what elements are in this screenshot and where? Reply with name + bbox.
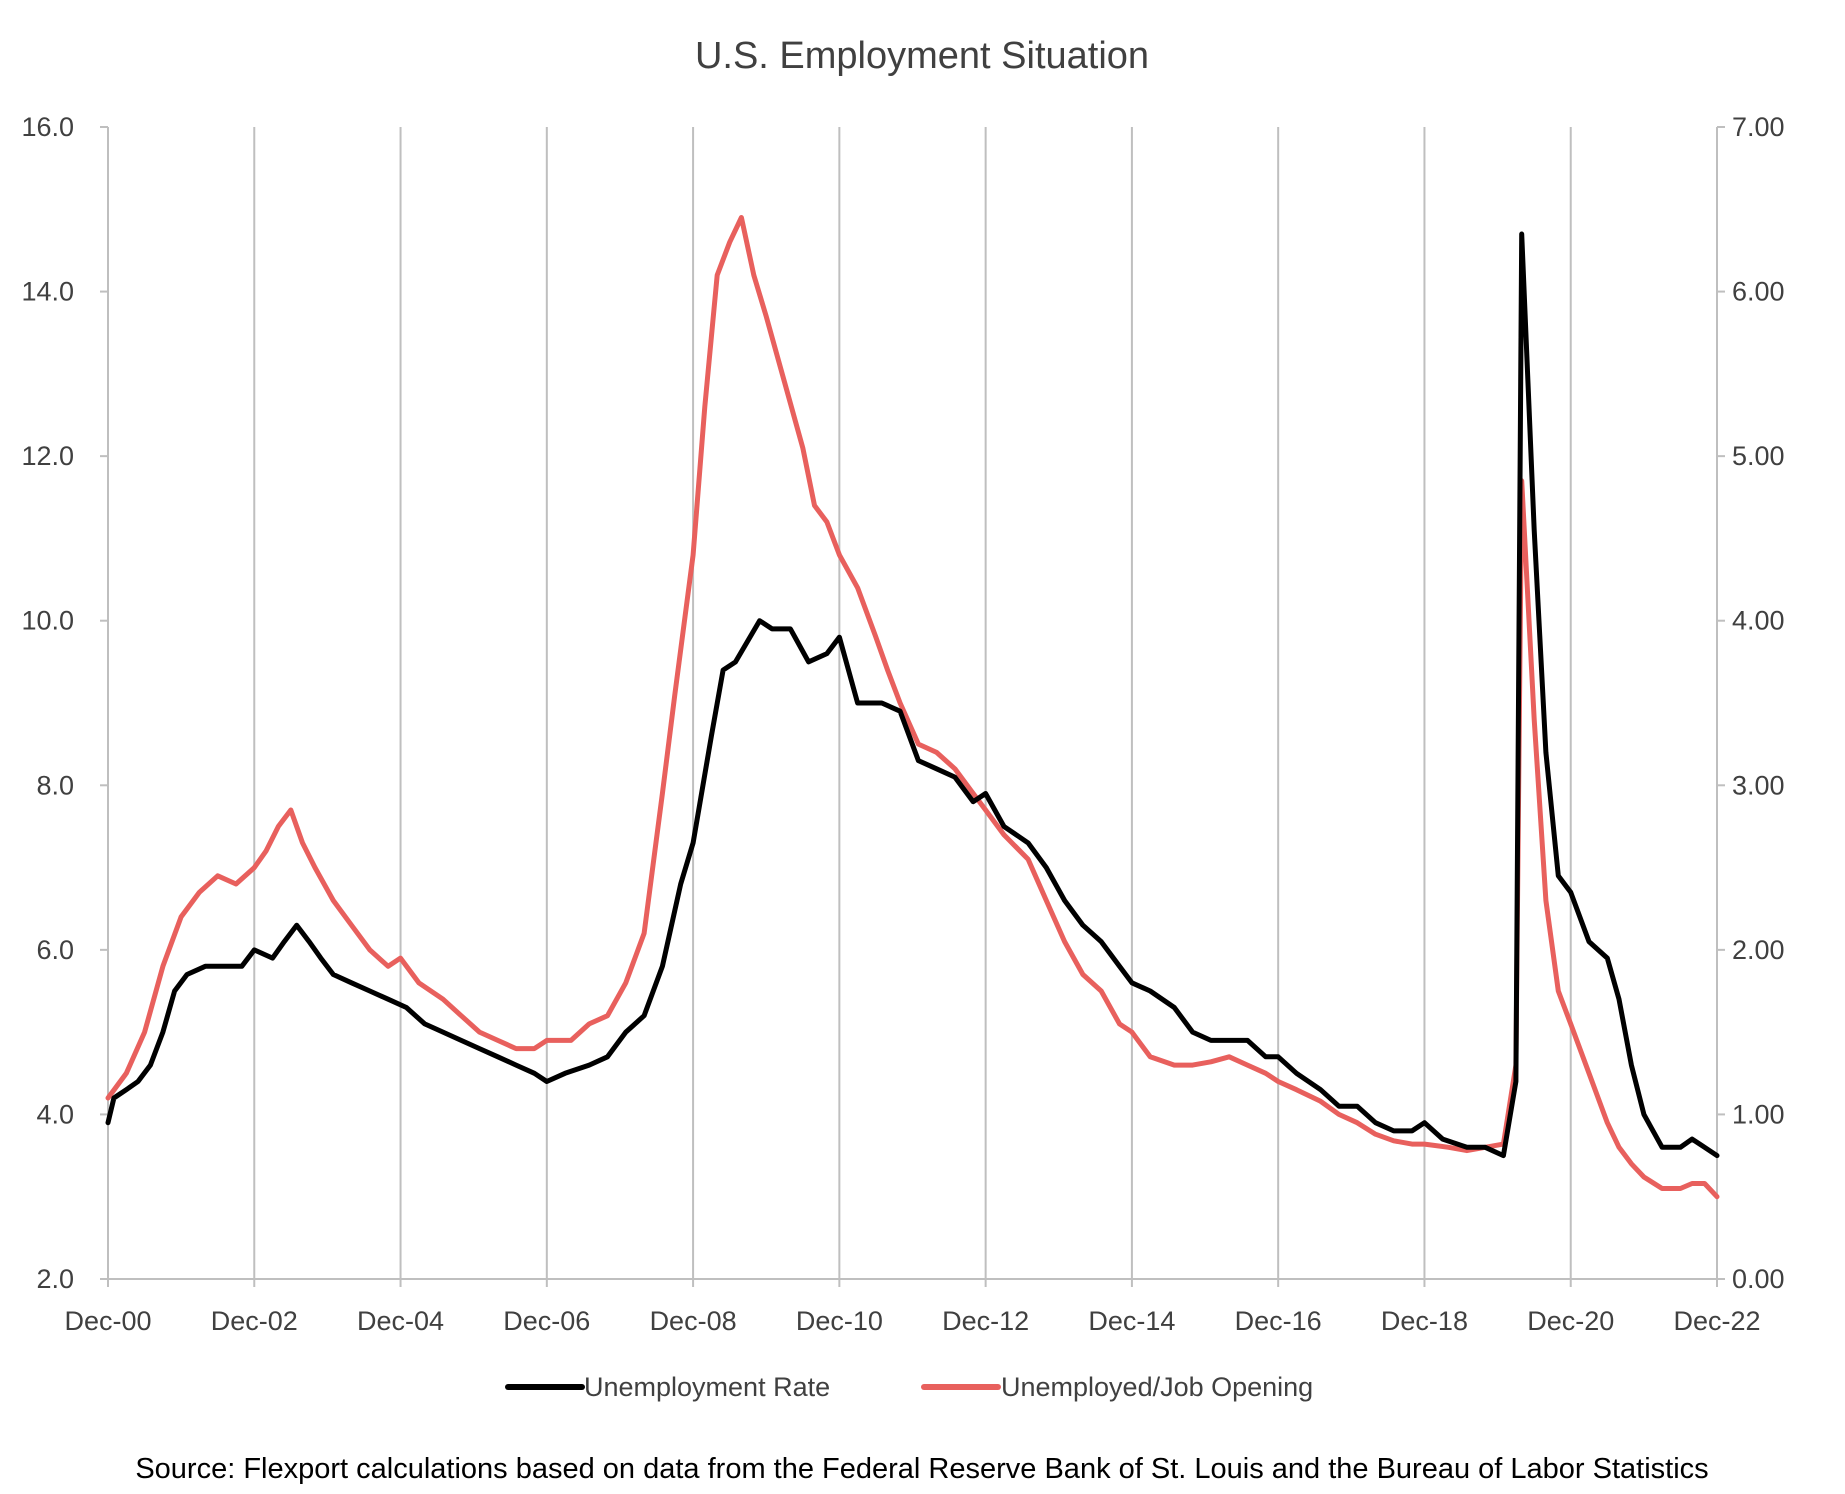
x-tick-label-1: Dec-02 [211,1306,298,1336]
x-tick-label-5: Dec-10 [796,1306,883,1336]
x-tick-label-2: Dec-04 [357,1306,444,1336]
legend-item-unemployed-job-opening: Unemployed/Job Opening [921,1372,1313,1402]
x-tick-label-0: Dec-00 [64,1306,151,1336]
right-tick-label-3: 3.00 [1732,770,1785,800]
x-tick-label-6: Dec-12 [942,1306,1029,1336]
right-y-axis: 0.00 1.00 2.00 3.00 4.00 5.00 6.00 7.00 [1717,112,1785,1294]
left-tick-label-7: 16.0 [21,112,74,142]
legend-label-unemployed-job-opening: Unemployed/Job Opening [1001,1372,1313,1402]
x-tick-label-8: Dec-16 [1235,1306,1322,1336]
right-tick-label-0: 0.00 [1732,1264,1785,1294]
right-tick-label-6: 6.00 [1732,277,1785,307]
right-tick-label-7: 7.00 [1732,112,1785,142]
left-tick-label-2: 6.0 [36,935,74,965]
legend: Unemployment Rate Unemployed/Job Opening [505,1372,1313,1402]
left-y-axis: 2.0 4.0 6.0 8.0 10.0 12.0 14.0 16.0 [21,112,108,1294]
right-tick-label-5: 5.00 [1732,441,1785,471]
legend-item-unemployment-rate: Unemployment Rate [505,1372,830,1402]
legend-label-unemployment-rate: Unemployment Rate [584,1372,830,1402]
series-line-unemployment-rate [105,231,1720,1159]
x-tick-label-7: Dec-14 [1088,1306,1175,1336]
gridlines [253,127,1572,1279]
series-layer [105,215,1720,1200]
series-line-unemployed-job-opening [105,215,1720,1200]
left-tick-label-4: 10.0 [21,606,74,636]
left-tick-label-0: 2.0 [36,1264,74,1294]
x-tick-label-9: Dec-18 [1381,1306,1468,1336]
x-tick-label-10: Dec-20 [1527,1306,1614,1336]
left-tick-label-6: 14.0 [21,277,74,307]
right-tick-label-1: 1.00 [1732,1099,1785,1129]
right-tick-label-2: 2.00 [1732,935,1785,965]
left-tick-label-5: 12.0 [21,441,74,471]
left-tick-label-3: 8.0 [36,770,74,800]
source-note: Source: Flexport calculations based on d… [135,1453,1708,1485]
chart-title: U.S. Employment Situation [695,35,1149,77]
x-axis: Dec-00 Dec-02 Dec-04 Dec-06 Dec-08 Dec-10 Dec-… [64,1279,1761,1336]
x-tick-label-11: Dec-22 [1673,1306,1760,1336]
x-tick-label-4: Dec-08 [650,1306,737,1336]
left-tick-label-1: 4.0 [36,1099,74,1129]
plot-frame [107,127,1718,1280]
x-tick-label-3: Dec-06 [503,1306,590,1336]
right-tick-label-4: 4.00 [1732,606,1785,636]
